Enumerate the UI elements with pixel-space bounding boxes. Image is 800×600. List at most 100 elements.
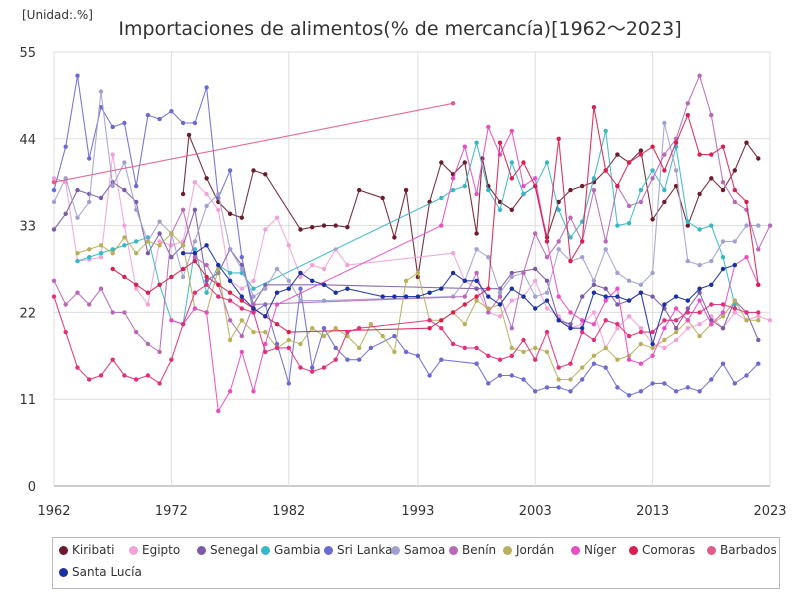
legend-item-comoras[interactable]: Comoras [629, 543, 695, 557]
legend-item-jordan[interactable]: Jordán [503, 543, 554, 557]
data-point-niger [638, 361, 644, 366]
legend-item-gambia[interactable]: Gambia [261, 543, 321, 557]
data-point-egipto [274, 215, 280, 220]
data-point-sri-lanka [357, 357, 362, 362]
data-point-kiribati [744, 140, 749, 145]
data-point-santa-lucia [298, 270, 303, 276]
data-point-comoras [732, 187, 737, 193]
legend-item-samoa[interactable]: Samoa [391, 543, 445, 557]
data-point-barbados [345, 329, 350, 335]
data-point-kiribati [251, 168, 256, 173]
data-point-niger [626, 357, 632, 362]
legend-item-santa-lucia[interactable]: Santa Lucía [59, 565, 142, 579]
data-point-santa-lucia [544, 298, 550, 303]
data-point-benin [204, 262, 209, 268]
legend-item-barbados[interactable]: Barbados [707, 543, 777, 557]
data-point-barbados [51, 294, 57, 299]
data-point-sri-lanka [709, 377, 714, 382]
legend-item-benin[interactable]: Benín [449, 543, 496, 557]
data-point-sri-lanka [333, 345, 338, 351]
data-point-samoa [274, 266, 280, 272]
data-point-sri-lanka [474, 361, 479, 366]
data-point-samoa [591, 278, 597, 283]
data-point-jordan [98, 243, 104, 248]
data-point-egipto [662, 345, 667, 351]
data-point-kiribati [321, 223, 327, 228]
data-point-samoa [709, 258, 714, 264]
data-point-samoa [650, 270, 655, 276]
data-point-niger [169, 318, 174, 323]
data-point-jordan [403, 278, 409, 283]
data-point-kiribati [239, 215, 244, 220]
data-point-comoras [591, 105, 597, 110]
legend-swatch [449, 546, 458, 555]
data-point-sri-lanka [122, 120, 127, 126]
legend-item-senegal[interactable]: Senegal [197, 543, 258, 557]
data-point-jordan [720, 314, 726, 319]
data-point-sri-lanka [321, 326, 327, 331]
data-point-benin [767, 223, 773, 228]
legend-item-sri-lanka[interactable]: Sri Lanka [324, 543, 392, 557]
legend-swatch [324, 546, 333, 555]
data-point-egipto [192, 180, 198, 185]
data-point-benin [556, 239, 561, 244]
data-point-comoras [427, 326, 432, 331]
data-point-comoras [544, 239, 550, 244]
legend-label: Gambia [274, 543, 321, 557]
data-point-sri-lanka [509, 373, 514, 378]
data-point-sri-lanka [368, 345, 374, 351]
data-point-benin [509, 326, 514, 331]
data-point-santa-lucia [180, 251, 186, 256]
data-point-egipto [321, 266, 327, 272]
data-point-barbados [486, 353, 491, 358]
data-point-egipto [767, 318, 773, 323]
data-point-santa-lucia [380, 294, 385, 299]
data-point-santa-lucia [462, 278, 467, 283]
data-point-egipto [756, 314, 761, 319]
legend-item-kiribati[interactable]: Kiribati [59, 543, 114, 557]
data-point-benin [145, 341, 151, 347]
data-point-santa-lucia [486, 294, 491, 299]
data-point-sri-lanka [75, 73, 80, 78]
legend-swatch [571, 546, 580, 555]
data-point-comoras [533, 183, 538, 189]
legend-item-egipto[interactable]: Egipto [129, 543, 180, 557]
series-line-egipto [53, 154, 771, 350]
data-point-kiribati [673, 183, 679, 189]
data-point-comoras [216, 282, 221, 287]
data-point-samoa [251, 294, 256, 299]
data-point-santa-lucia [568, 326, 573, 331]
legend-swatch [129, 546, 138, 555]
data-point-sri-lanka [720, 361, 726, 366]
data-point-jordan [474, 298, 479, 303]
data-point-samoa [638, 282, 644, 287]
data-point-sri-lanka [134, 183, 139, 189]
data-point-samoa [75, 215, 80, 220]
legend-label: Barbados [720, 543, 777, 557]
legend-label: Sri Lanka [337, 543, 393, 557]
data-point-benin [192, 255, 198, 260]
data-point-kiribati [439, 160, 444, 165]
x-tick-label: 1982 [272, 504, 305, 519]
data-point-jordan [380, 333, 385, 339]
data-point-sri-lanka [568, 389, 573, 394]
data-point-comoras [169, 274, 174, 280]
data-point-comoras [450, 310, 456, 315]
data-point-jordan [509, 345, 514, 351]
data-point-senegal [533, 266, 538, 272]
data-point-gambia [709, 223, 714, 228]
legend-label: Jordán [516, 543, 555, 557]
data-point-comoras [145, 290, 151, 295]
data-point-niger [662, 326, 667, 331]
data-point-kiribati [357, 187, 362, 193]
legend-item-niger[interactable]: Níger [571, 543, 616, 557]
data-point-jordan [650, 345, 655, 351]
data-point-samoa [497, 290, 503, 295]
data-point-gambia [204, 290, 209, 295]
y-tick-label: 55 [19, 46, 36, 61]
data-point-sri-lanka [415, 353, 421, 358]
legend-label: Santa Lucía [72, 565, 142, 579]
data-point-santa-lucia [216, 262, 221, 268]
data-point-sri-lanka [403, 349, 409, 355]
data-point-barbados [603, 318, 608, 323]
